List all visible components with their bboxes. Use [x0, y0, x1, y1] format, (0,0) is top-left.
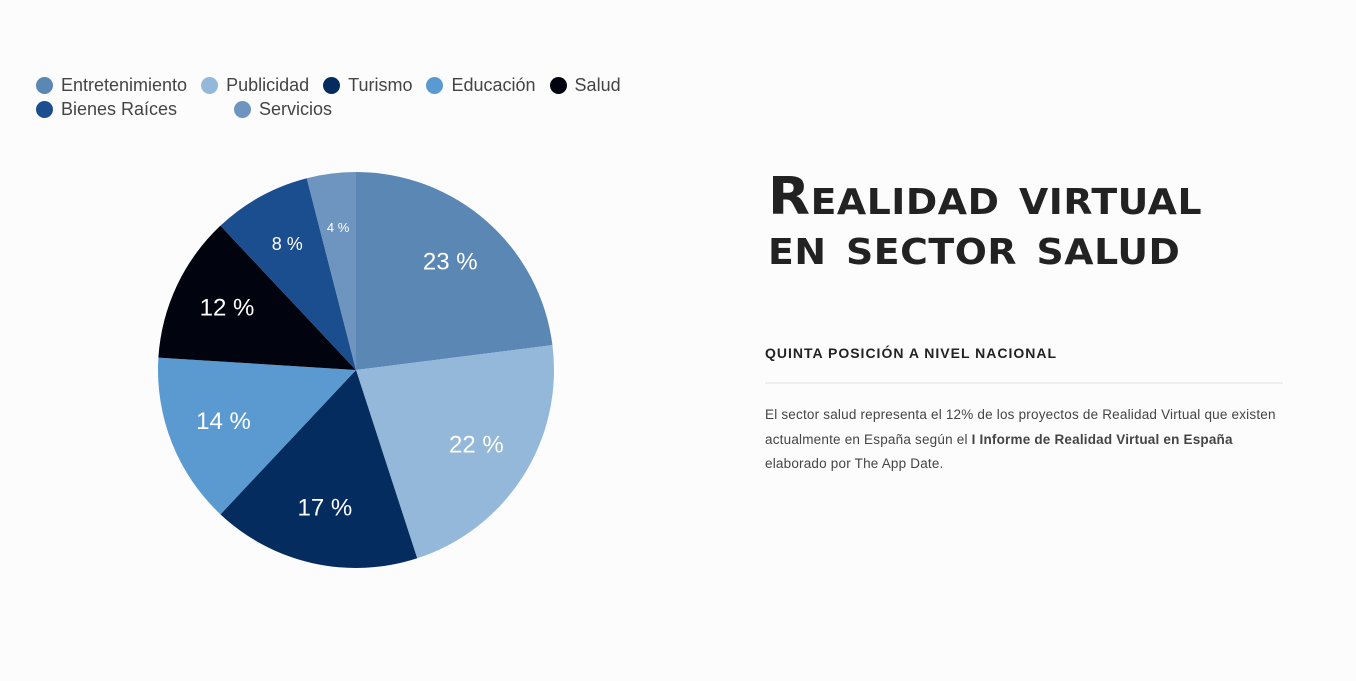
chart-legend: Entretenimiento Publicidad Turismo Educació…: [36, 75, 696, 123]
legend-label: Servicios: [259, 99, 333, 119]
body-text: El sector salud representa el 12% de los…: [765, 403, 1285, 477]
legend-item[interactable]: Bienes Raíces: [36, 99, 220, 120]
legend-item[interactable]: Educación: [426, 75, 536, 96]
legend-label: Bienes Raíces: [61, 99, 178, 119]
title-line-2: en sector salud: [768, 217, 1181, 277]
pie-slice-turismo[interactable]: [220, 370, 418, 569]
legend-label: Entretenimiento: [61, 75, 188, 95]
body-text-part: El sector salud representa el 12% de los…: [765, 407, 1276, 447]
legend-item[interactable]: Servicios: [234, 99, 332, 120]
slice-label: 8 %: [272, 234, 303, 254]
slice-label: 12 %: [200, 295, 255, 322]
legend-label: Turismo: [348, 75, 413, 95]
page-title: Realidad virtual en sector salud: [768, 171, 1202, 273]
title-line-1: Realidad virtual: [768, 167, 1203, 227]
pie-slice-servicios[interactable]: [306, 172, 356, 370]
slice-label: 22 %: [449, 432, 504, 459]
subtitle: QUINTA POSICIÓN A NIVEL NACIONAL: [765, 345, 1058, 361]
legend-label: Educación: [451, 75, 536, 95]
legend-swatch: [323, 77, 341, 94]
slice-label: 4 %: [327, 220, 350, 235]
body-text-part: elaborado por The App Date.: [765, 456, 944, 471]
legend-swatch: [426, 77, 444, 94]
slice-label: 14 %: [196, 408, 251, 435]
pie-slice-educación[interactable]: [157, 357, 356, 515]
legend-item[interactable]: Salud: [549, 75, 621, 96]
legend-swatch: [36, 77, 53, 94]
legend-swatch: [234, 101, 251, 118]
legend-label: Salud: [574, 75, 621, 95]
pie-slice-bienes-raíces[interactable]: [220, 178, 356, 370]
legend-label: Publicidad: [226, 75, 310, 95]
legend-swatch: [36, 101, 53, 118]
pie-slice-salud[interactable]: [158, 225, 356, 370]
legend-swatch: [549, 77, 567, 94]
legend-item[interactable]: Entretenimiento: [36, 75, 187, 96]
legend-item[interactable]: Turismo: [323, 75, 412, 96]
slice-label: 17 %: [298, 494, 353, 521]
pie-slice-publicidad[interactable]: [356, 345, 555, 559]
divider: [765, 382, 1283, 384]
report-name: I Informe de Realidad Virtual en España: [971, 431, 1233, 447]
legend-item[interactable]: Publicidad: [201, 75, 309, 96]
pie-chart: 23 % 22 % 17 % 14 % 12 % 8 % 4 %: [157, 172, 555, 569]
slice-label: 23 %: [423, 248, 478, 275]
pie-slice-entretenimiento[interactable]: [356, 172, 553, 370]
legend-swatch: [201, 77, 219, 94]
